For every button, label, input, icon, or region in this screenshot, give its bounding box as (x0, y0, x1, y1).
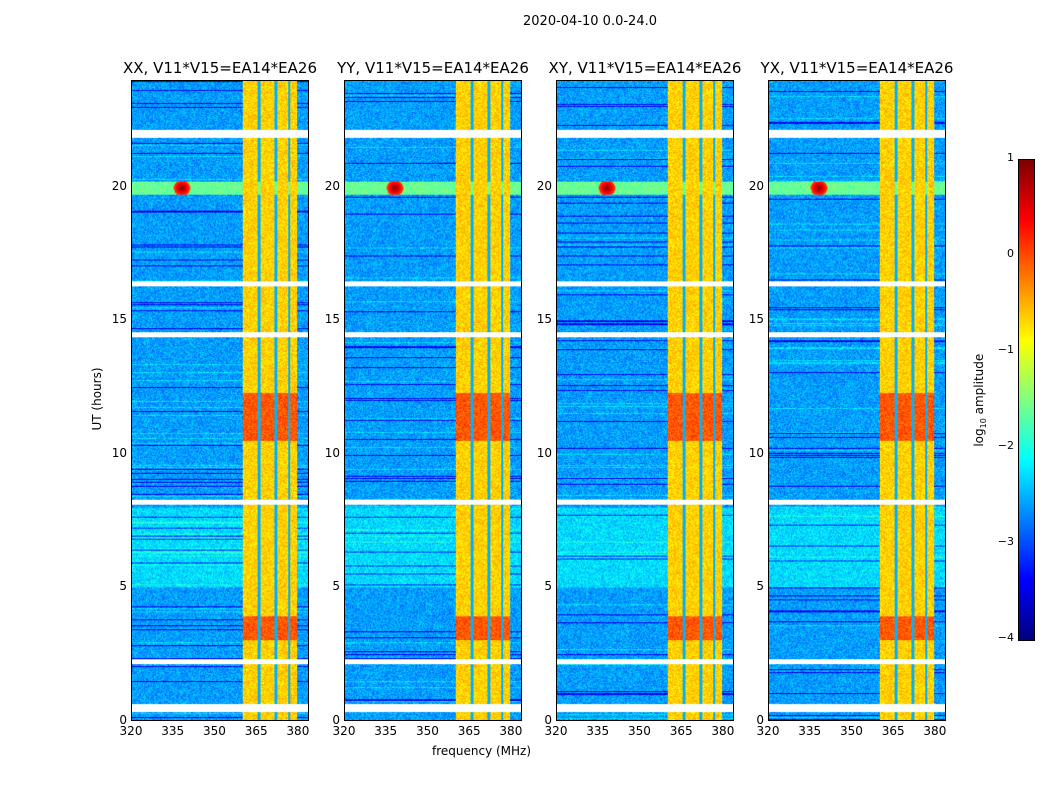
y-tick-label: 5 (544, 579, 552, 594)
x-tick-label: 365 (244, 724, 268, 738)
x-tick-label: 335 (586, 724, 610, 738)
x-tick-label: 335 (161, 724, 185, 738)
colorbar-label-main: log (971, 428, 986, 447)
y-axis-label: UT (hours) (90, 367, 104, 431)
y-tick-label: 10 (536, 445, 552, 460)
colorbar-tick-label: 1 (1007, 151, 1014, 164)
x-tick-label: 350 (839, 724, 863, 738)
x-tick-label: 365 (881, 724, 905, 738)
y-tick-label: 15 (536, 312, 552, 327)
panel-title: YX, V11*V15=EA14*EA26 (760, 59, 954, 77)
y-tick-label: 20 (111, 178, 127, 193)
x-tick-label: 380 (711, 724, 735, 738)
y-tick-label: 5 (119, 579, 127, 594)
spectrogram-panel (768, 80, 946, 721)
y-tick-label: 15 (748, 312, 764, 327)
x-tick-label: 350 (415, 724, 439, 738)
colorbar-tick-label: −4 (997, 631, 1014, 644)
x-tick-label: 380 (499, 724, 523, 738)
colorbar (1018, 159, 1035, 641)
panel-title: XY, V11*V15=EA14*EA26 (548, 59, 742, 77)
y-tick-label: 20 (324, 178, 340, 193)
y-tick-label: 10 (748, 445, 764, 460)
colorbar-tick-label: −2 (997, 439, 1014, 452)
x-tick-label: 320 (544, 724, 568, 738)
x-tick-label: 380 (923, 724, 947, 738)
colorbar-tick-label: −1 (997, 343, 1014, 356)
panel-title: YY, V11*V15=EA14*EA26 (337, 59, 529, 77)
y-tick-label: 15 (111, 312, 127, 327)
y-tick-label: 10 (111, 445, 127, 460)
spectrogram-panel (131, 80, 309, 721)
spectrogram-panel (344, 80, 522, 721)
y-tick-label: 10 (324, 445, 340, 460)
x-tick-label: 350 (627, 724, 651, 738)
colorbar-label: log10 amplitude (972, 345, 988, 455)
x-tick-label: 320 (756, 724, 780, 738)
y-tick-label: 20 (536, 178, 552, 193)
y-tick-label: 20 (748, 178, 764, 193)
panel-title: XX, V11*V15=EA14*EA26 (122, 59, 317, 77)
x-tick-label: 335 (374, 724, 398, 738)
y-tick-label: 5 (756, 579, 764, 594)
colorbar-tick-label: 0 (1007, 247, 1014, 260)
x-tick-label: 320 (119, 724, 143, 738)
chart-title: 2020-04-10 0.0-24.0 (523, 14, 657, 29)
y-tick-label: 0 (756, 713, 764, 727)
x-tick-label: 365 (669, 724, 693, 738)
y-tick-label: 0 (332, 713, 340, 727)
x-tick-label: 335 (798, 724, 822, 738)
spectrogram-panel (556, 80, 734, 721)
y-tick-label: 0 (544, 713, 552, 727)
y-tick-label: 15 (324, 312, 340, 327)
x-tick-label: 320 (332, 724, 356, 738)
x-tick-label: 365 (457, 724, 481, 738)
colorbar-tick-label: −3 (997, 535, 1014, 548)
x-tick-label: 350 (202, 724, 226, 738)
y-tick-label: 0 (119, 713, 127, 727)
x-axis-label: frequency (MHz) (432, 744, 532, 758)
colorbar-label-tail: amplitude (971, 353, 986, 419)
colorbar-label-sub: 10 (979, 418, 989, 429)
y-tick-label: 5 (332, 579, 340, 594)
x-tick-label: 380 (286, 724, 310, 738)
